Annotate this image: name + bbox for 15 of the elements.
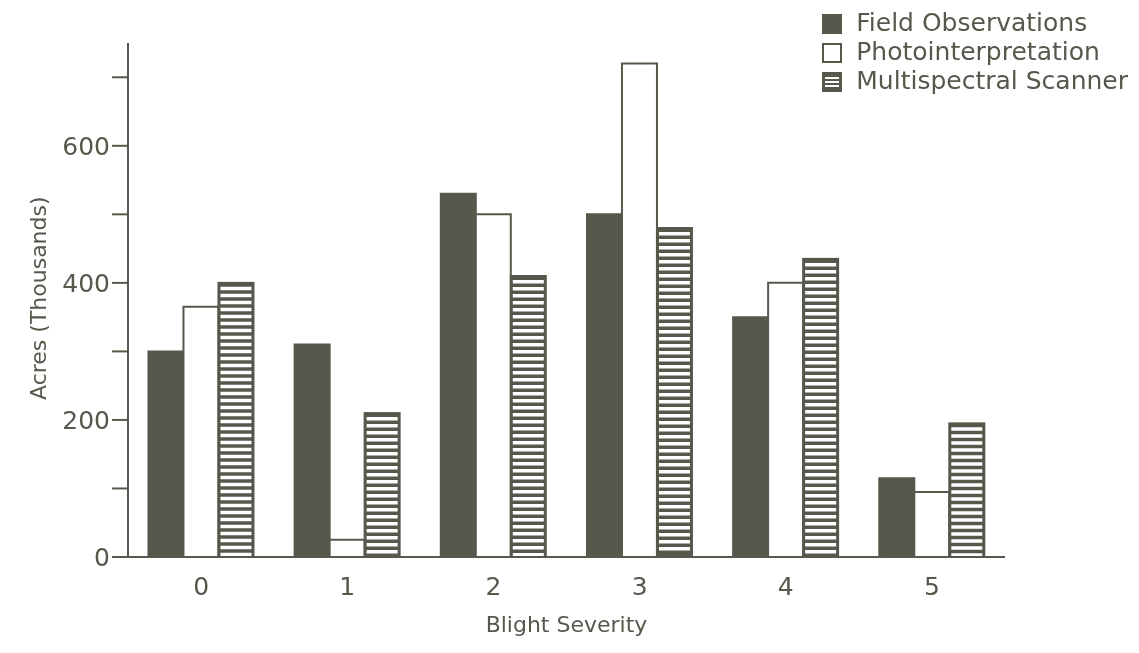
y-tick-label: 400: [62, 268, 110, 298]
x-tick-label: 2: [485, 571, 502, 601]
x-tick-label: 3: [631, 571, 648, 601]
y-tick-label: 600: [62, 131, 110, 161]
y-axis-title: Acres (Thousands): [25, 196, 51, 400]
y-tick-label: 200: [62, 405, 110, 435]
legend-label: Multispectral Scanner: [856, 66, 1128, 95]
x-axis-title: Blight Severity: [485, 612, 648, 637]
legend-label: Field Observations: [856, 8, 1088, 37]
x-tick-label: 1: [339, 571, 356, 601]
x-tick-label: 0: [193, 571, 210, 601]
x-tick-label: 5: [923, 571, 940, 601]
y-tick-label: 0: [94, 542, 110, 572]
legend-label: Photointerpretation: [856, 37, 1100, 66]
x-tick-label: 4: [777, 571, 794, 601]
